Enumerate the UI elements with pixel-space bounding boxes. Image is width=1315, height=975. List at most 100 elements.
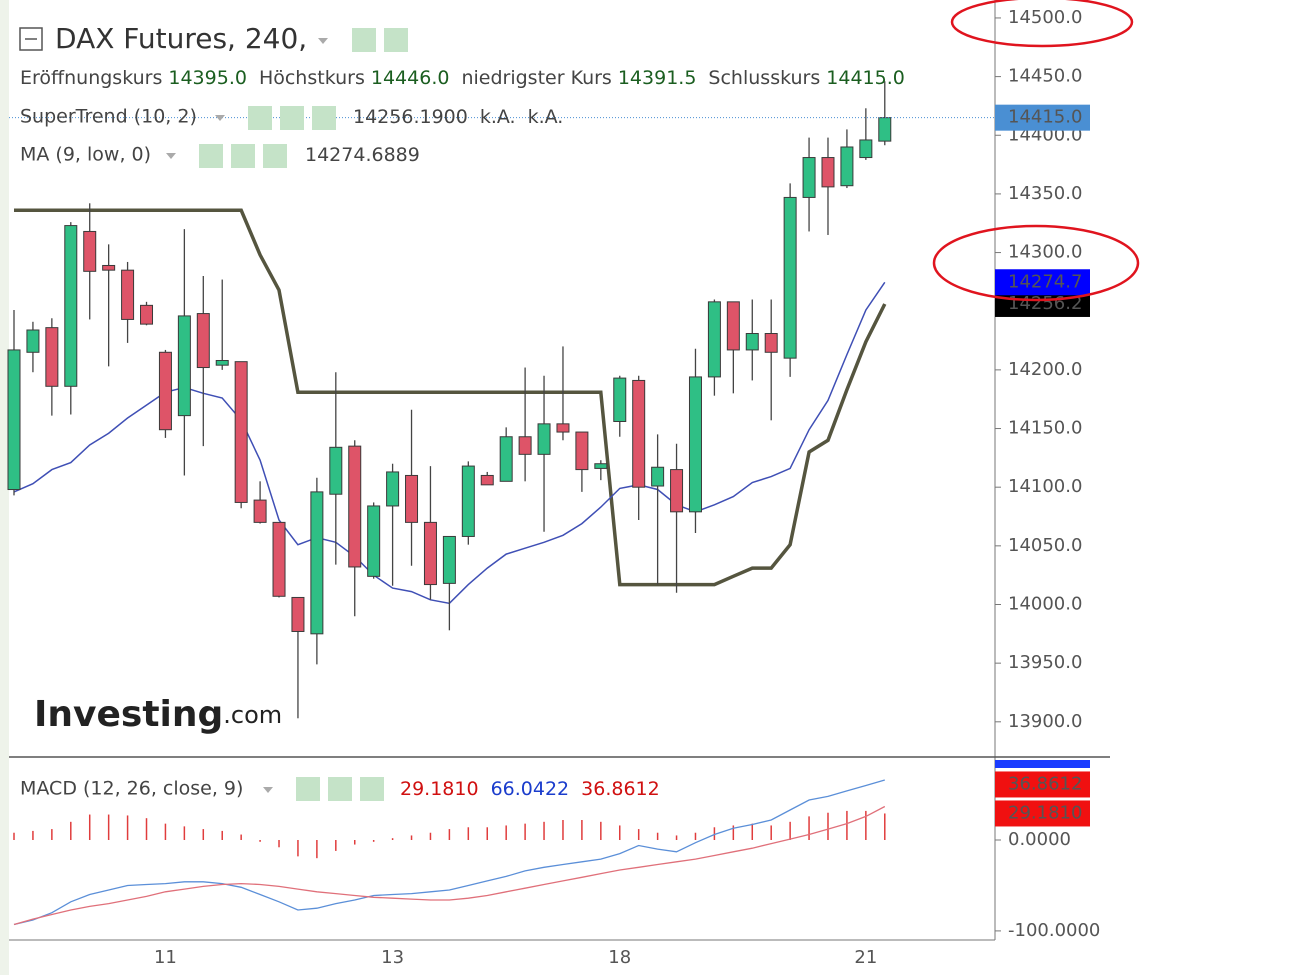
y-tick-label: 14000.0 [1008, 593, 1082, 614]
x-tick-label: 21 [854, 947, 877, 968]
candle-body [726, 301, 740, 351]
chart-title: DAX Futures, 240, [55, 22, 307, 55]
y-tick-label: 14100.0 [1008, 476, 1082, 497]
series-last-label-bg [995, 771, 1090, 798]
y-tick-label: 14150.0 [1008, 418, 1082, 439]
ohlc-label: Eröffnungskurs [20, 67, 162, 89]
annotation-ellipse [932, 224, 1140, 302]
y-tick-label: 13950.0 [1008, 652, 1082, 673]
indicator-name: MA (9, low, 0) [20, 144, 151, 166]
candle-body [83, 230, 97, 272]
settings-button[interactable] [280, 106, 304, 130]
ohlc-value: 14415.0 [826, 67, 905, 89]
x-tick-label: 11 [154, 947, 177, 968]
settings-button[interactable] [384, 28, 408, 52]
series-last-label-bg [995, 800, 1090, 827]
y-tick-label: 14450.0 [1008, 66, 1082, 87]
candle-body [840, 146, 854, 187]
candle-body [537, 423, 551, 455]
candle-body [329, 446, 343, 495]
candle-body [632, 379, 646, 488]
ohlc-label: Schlusskurs [708, 67, 820, 89]
candle-body [764, 333, 778, 353]
ohlc-value: 14395.0 [168, 67, 247, 89]
ohlc-value: 14391.5 [618, 67, 697, 89]
y-tick-label: 14500.0 [1008, 7, 1082, 28]
ohlc-label: niedrigster Kurs [461, 67, 611, 89]
candle-body [196, 313, 210, 369]
dropdown-arrow [263, 787, 273, 793]
hidden-label-strip [995, 760, 1090, 768]
remove-button[interactable] [312, 106, 336, 130]
candle-body [121, 269, 135, 320]
candle-body [745, 333, 759, 351]
candle-body [367, 505, 381, 577]
visibility-button[interactable] [248, 106, 272, 130]
ohlc-legend: Eröffnungskurs 14395.0 Höchstkurs 14446.0 ni… [20, 67, 905, 89]
candle-body [253, 499, 267, 523]
last-price-label: 14415.0 [1008, 107, 1082, 128]
settings-button[interactable] [231, 144, 255, 168]
visibility-button[interactable] [296, 777, 320, 801]
candle-body [272, 521, 286, 597]
series-line [14, 208, 887, 587]
y-tick-label: 0.0000 [1008, 829, 1071, 850]
settings-button[interactable] [328, 777, 352, 801]
remove-button[interactable] [360, 777, 384, 801]
watermark-part: .com [223, 701, 282, 729]
annotation-ellipse [950, 0, 1134, 48]
candle-body [518, 436, 532, 455]
candle-body [594, 463, 608, 469]
indicator-value: 66.0422 [491, 778, 570, 800]
visibility-button[interactable] [352, 28, 376, 52]
series-last-label-bg [995, 290, 1090, 317]
series-line [13, 805, 886, 926]
candle-body [140, 304, 154, 325]
outside-area [1110, 0, 1315, 975]
candle-body [234, 361, 248, 503]
candle-body [291, 596, 305, 632]
y-tick-label: 14200.0 [1008, 359, 1082, 380]
candle-body [158, 351, 172, 431]
dropdown-arrow [215, 115, 225, 121]
visibility-button[interactable] [199, 144, 223, 168]
series-last-label-bg [995, 269, 1090, 296]
watermark-part: Investing [34, 694, 223, 735]
y-tick-label: 14050.0 [1008, 535, 1082, 556]
indicator-value: 14274.6889 [305, 144, 420, 166]
candle-body [707, 301, 721, 378]
candle-body [405, 474, 419, 523]
indicator-name: SuperTrend (10, 2) [20, 106, 197, 128]
y-tick-label: 13900.0 [1008, 711, 1082, 732]
candle-body [783, 196, 797, 359]
chart-background [0, 0, 1110, 975]
left-frame [0, 0, 9, 975]
indicator-value: 36.8612 [581, 778, 660, 800]
series-line [13, 779, 885, 926]
candle-body [802, 157, 816, 198]
legend-icons [199, 28, 408, 801]
candle-body [348, 445, 362, 568]
candle-body [688, 376, 702, 513]
candle-body [575, 431, 589, 471]
y-tick-label: 14350.0 [1008, 183, 1082, 204]
candle-body [480, 474, 494, 486]
candle-body [859, 139, 873, 159]
indicator-value: 29.1810 [400, 778, 479, 800]
ohlc-label: Höchstkurs [259, 67, 365, 89]
candle-body [310, 491, 324, 635]
x-tick-label: 18 [608, 947, 631, 968]
candle-body [821, 157, 835, 188]
y-tick-label: -100.0000 [1008, 920, 1100, 941]
indicator-values: 14256.1900 k.A. k.A. [353, 106, 563, 128]
remove-button[interactable] [263, 144, 287, 168]
candle-body [556, 423, 570, 433]
y-tick-label: 14300.0 [1008, 242, 1082, 263]
series-last-label: 14256.2 [1008, 293, 1082, 314]
candle-body [386, 471, 400, 507]
series-last-label: 29.1810 [1008, 802, 1082, 823]
candle-body [177, 315, 191, 417]
collapse-button[interactable] [19, 27, 43, 51]
indicator-value: k.A. [528, 106, 564, 128]
